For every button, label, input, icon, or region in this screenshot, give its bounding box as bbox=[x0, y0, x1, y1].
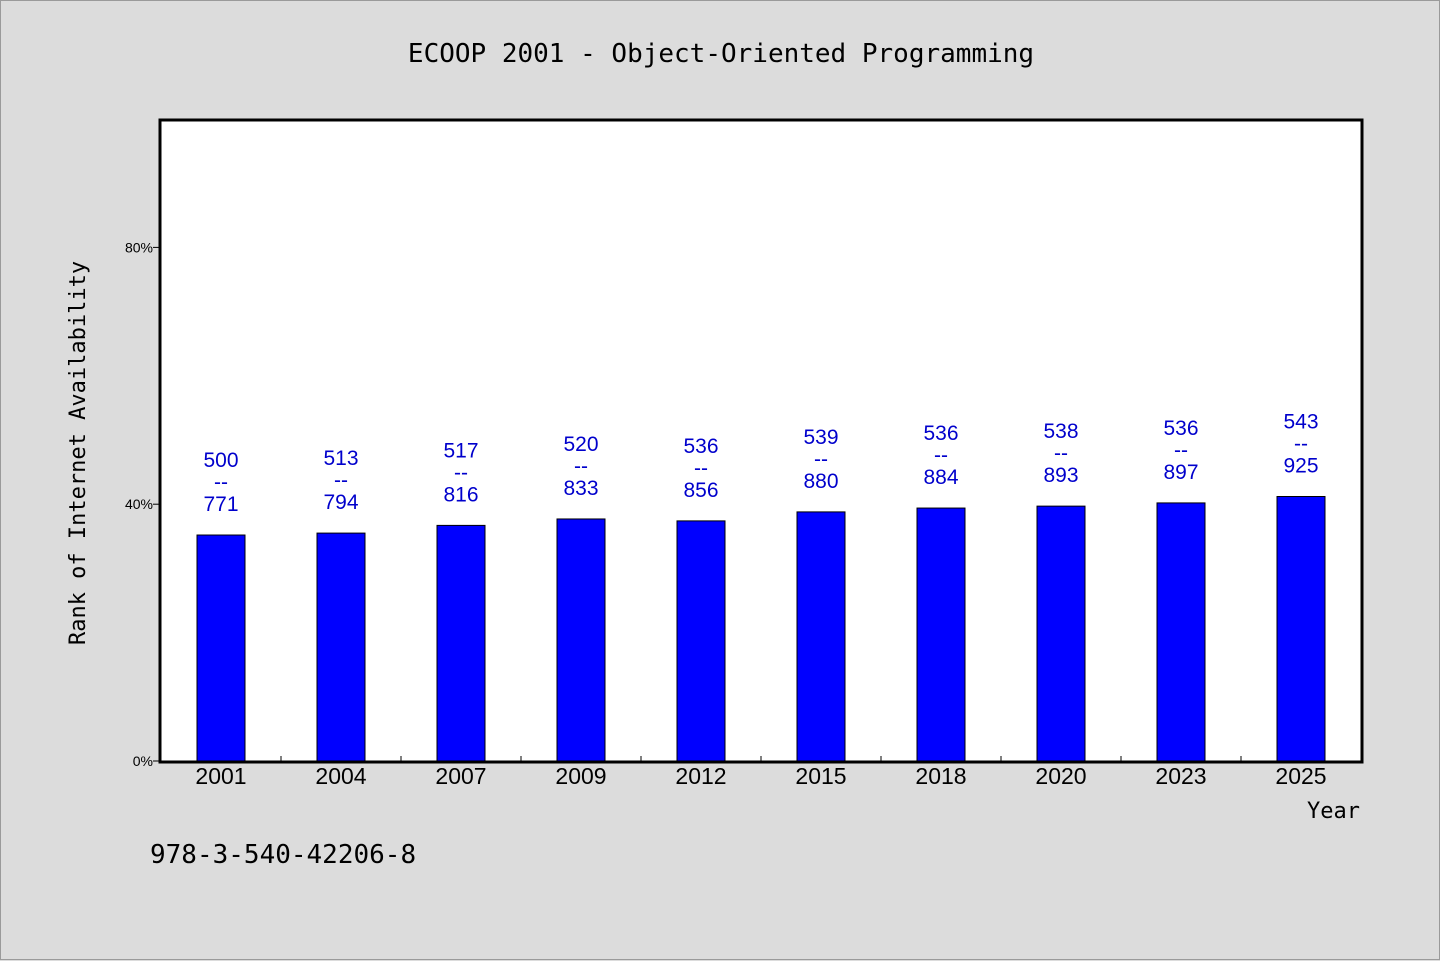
data-label-top: 543 bbox=[1283, 410, 1318, 433]
data-label-separator: -- bbox=[1054, 442, 1068, 465]
data-label-separator: -- bbox=[814, 448, 828, 471]
data-label-bottom: 856 bbox=[683, 479, 718, 502]
x-tick-label: 2007 bbox=[435, 763, 486, 789]
bar bbox=[436, 524, 486, 762]
bar bbox=[916, 507, 966, 762]
x-tick-label: 2004 bbox=[315, 763, 366, 789]
data-label-bottom: 897 bbox=[1163, 461, 1198, 484]
data-label-top: 538 bbox=[1043, 420, 1078, 443]
x-tick-label: 2020 bbox=[1035, 763, 1086, 789]
x-tick-label: 2001 bbox=[195, 763, 246, 789]
data-label-top: 517 bbox=[443, 439, 478, 462]
data-label-bottom: 816 bbox=[443, 483, 478, 506]
bar bbox=[796, 511, 846, 762]
bar bbox=[676, 520, 726, 762]
x-axis: 2001 2004 2007 2009 2012 2015 2018 2020 2023 2025 bbox=[195, 756, 1327, 789]
x-tick-label: 2009 bbox=[555, 763, 606, 789]
bar bbox=[556, 518, 606, 762]
bar-series bbox=[196, 495, 1326, 762]
x-tick-label: 2025 bbox=[1275, 763, 1326, 789]
x-tick-label: 2012 bbox=[675, 763, 726, 789]
data-label-separator: -- bbox=[694, 457, 708, 480]
y-tick-label: 80% bbox=[125, 239, 153, 255]
isbn-footer: 978-3-540-42206-8 bbox=[150, 840, 416, 870]
data-label-separator: -- bbox=[574, 455, 588, 478]
data-label-top: 536 bbox=[1163, 417, 1198, 440]
data-label-bottom: 833 bbox=[563, 477, 598, 500]
bar bbox=[1156, 502, 1206, 762]
data-label-bottom: 771 bbox=[203, 493, 238, 516]
data-label-bottom: 893 bbox=[1043, 464, 1078, 487]
data-label-separator: -- bbox=[1294, 432, 1308, 455]
y-axis: 0% 40% 80% bbox=[125, 239, 161, 769]
data-label-separator: -- bbox=[214, 471, 228, 494]
data-label-top: 500 bbox=[203, 449, 238, 472]
data-label-bottom: 880 bbox=[803, 470, 838, 493]
data-label-bottom: 794 bbox=[323, 491, 358, 514]
data-label-separator: -- bbox=[1174, 439, 1188, 462]
chart-title: ECOOP 2001 - Object-Oriented Programming bbox=[408, 39, 1034, 69]
x-tick-label: 2018 bbox=[915, 763, 966, 789]
y-tick-label: 0% bbox=[133, 753, 153, 769]
bar bbox=[316, 532, 366, 762]
data-label-separator: -- bbox=[454, 461, 468, 484]
data-label-top: 536 bbox=[683, 435, 718, 458]
bar bbox=[1276, 495, 1326, 762]
data-label-bottom: 884 bbox=[923, 466, 958, 489]
y-axis-label: Rank of Internet Availability bbox=[66, 261, 91, 645]
bar bbox=[1036, 505, 1086, 762]
data-labels: 500--771513--794517--816520--833536--856… bbox=[203, 410, 1318, 516]
x-tick-label: 2023 bbox=[1155, 763, 1206, 789]
data-label-separator: -- bbox=[934, 444, 948, 467]
data-label-top: 539 bbox=[803, 426, 838, 449]
data-label-bottom: 925 bbox=[1283, 454, 1318, 477]
x-tick-label: 2015 bbox=[795, 763, 846, 789]
data-label-top: 513 bbox=[323, 447, 358, 470]
x-axis-label: Year bbox=[1307, 799, 1360, 824]
y-tick-label: 40% bbox=[125, 496, 153, 512]
bar bbox=[196, 534, 246, 762]
data-label-top: 536 bbox=[923, 422, 958, 445]
data-label-top: 520 bbox=[563, 433, 598, 456]
data-label-separator: -- bbox=[334, 469, 348, 492]
